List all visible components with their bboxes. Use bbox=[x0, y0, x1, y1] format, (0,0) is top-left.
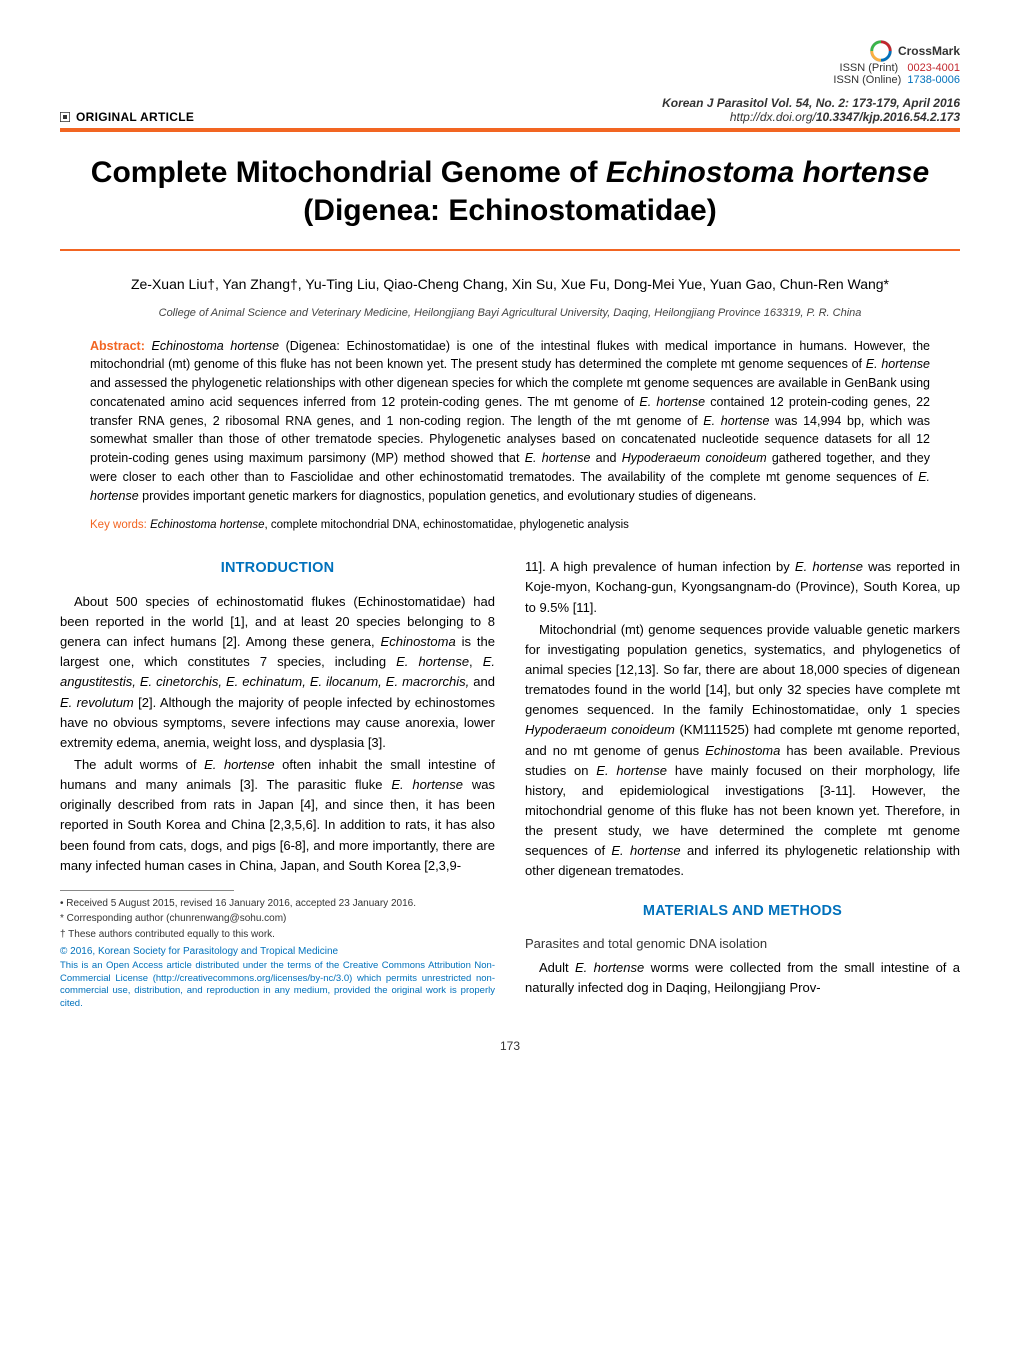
footnote-open-access: This is an Open Access article distribut… bbox=[60, 960, 495, 1011]
issn-print-label: ISSN (Print) bbox=[840, 62, 899, 74]
crossmark-badge[interactable]: CrossMark bbox=[870, 40, 960, 62]
doi-value: 10.3347/kjp.2016.54.2.173 bbox=[816, 110, 960, 124]
keywords-rest: , complete mitochondrial DNA, echinostom… bbox=[265, 519, 629, 531]
footnote-corresponding: * Corresponding author (chunrenwang@sohu… bbox=[60, 912, 495, 927]
title-species: Echinostoma hortense bbox=[606, 156, 929, 189]
title-part-a: Complete Mitochondrial Genome of bbox=[91, 156, 606, 189]
footnotes: • Received 5 August 2015, revised 16 Jan… bbox=[60, 897, 495, 1011]
abstract-species-1: Echinostoma hortense bbox=[152, 339, 280, 353]
issn-print-value: 0023-4001 bbox=[907, 62, 960, 74]
mm-heading: MATERIALS AND METHODS bbox=[525, 900, 960, 922]
journal-row: ORIGINAL ARTICLE Korean J Parasitol Vol.… bbox=[60, 96, 960, 124]
square-bullet-icon bbox=[60, 112, 70, 122]
journal-info: Korean J Parasitol Vol. 54, No. 2: 173-1… bbox=[662, 96, 960, 124]
page-number: 173 bbox=[60, 1039, 960, 1053]
journal-line: Korean J Parasitol Vol. 54, No. 2: 173-1… bbox=[662, 96, 960, 110]
intro-paragraph-4: Mitochondrial (mt) genome sequences prov… bbox=[525, 620, 960, 882]
issn-print-line: ISSN (Print) 0023-4001 bbox=[840, 62, 960, 74]
intro-paragraph-3: 11]. A high prevalence of human infectio… bbox=[525, 557, 960, 617]
right-column: 11]. A high prevalence of human infectio… bbox=[525, 557, 960, 1011]
intro-paragraph-1: About 500 species of echinostomatid fluk… bbox=[60, 592, 495, 753]
title-rule bbox=[60, 249, 960, 251]
original-article-badge: ORIGINAL ARTICLE bbox=[60, 110, 194, 124]
intro-heading: INTRODUCTION bbox=[60, 557, 495, 579]
intro-paragraph-2: The adult worms of E. hortense often inh… bbox=[60, 755, 495, 876]
footnote-copyright: © 2016, Korean Society for Parasitology … bbox=[60, 945, 495, 960]
header-top-row: CrossMark ISSN (Print) 0023-4001 ISSN (O… bbox=[60, 40, 960, 86]
abstract: Abstract: Echinostoma hortense (Digenea:… bbox=[90, 337, 930, 506]
issn-online-value: 1738-0006 bbox=[907, 74, 960, 86]
article-title: Complete Mitochondrial Genome of Echinos… bbox=[60, 154, 960, 229]
keywords-label: Key words: bbox=[90, 519, 147, 531]
body-columns: INTRODUCTION About 500 species of echino… bbox=[60, 557, 960, 1011]
crossmark-label: CrossMark bbox=[898, 44, 960, 58]
left-column: INTRODUCTION About 500 species of echino… bbox=[60, 557, 495, 1011]
footnote-rule bbox=[60, 890, 234, 891]
footnote-equal: † These authors contributed equally to t… bbox=[60, 928, 495, 943]
abstract-label: Abstract: bbox=[90, 339, 145, 353]
top-rule bbox=[60, 128, 960, 132]
crossmark-icon bbox=[870, 40, 892, 62]
authors: Ze-Xuan Liu†, Yan Zhang†, Yu-Ting Liu, Q… bbox=[60, 275, 960, 295]
mm-paragraph-1: Adult E. hortense worms were collected f… bbox=[525, 958, 960, 998]
crossmark-block: CrossMark ISSN (Print) 0023-4001 ISSN (O… bbox=[833, 40, 960, 86]
doi-prefix: http://dx.doi.org/ bbox=[730, 110, 816, 124]
issn-online-line: ISSN (Online) 1738-0006 bbox=[833, 74, 960, 86]
mm-subheading: Parasites and total genomic DNA isolatio… bbox=[525, 934, 960, 954]
keywords: Key words: Echinostoma hortense, complet… bbox=[90, 519, 930, 531]
title-part-b: (Digenea: Echinostomatidae) bbox=[303, 194, 716, 227]
affiliation: College of Animal Science and Veterinary… bbox=[90, 307, 930, 319]
keywords-species: Echinostoma hortense bbox=[147, 519, 265, 531]
footnote-received: • Received 5 August 2015, revised 16 Jan… bbox=[60, 897, 495, 912]
original-article-text: ORIGINAL ARTICLE bbox=[76, 110, 194, 124]
issn-online-label: ISSN (Online) bbox=[833, 74, 901, 86]
